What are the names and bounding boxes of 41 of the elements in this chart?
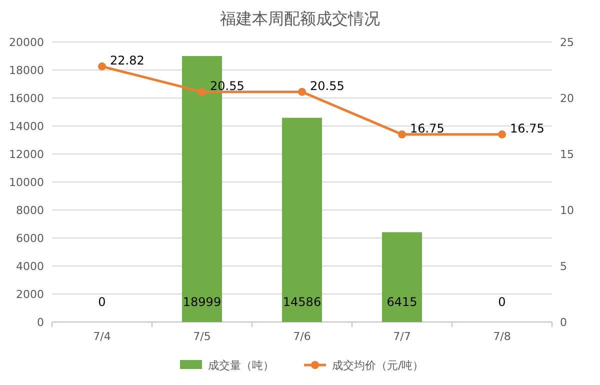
data-label: 16.75 [410,121,444,136]
data-label: 18999 [182,295,222,309]
y-tick-label: 10000 [9,176,44,189]
x-tick-label: 7/6 [293,330,311,343]
bar [282,118,322,322]
data-label: 14586 [282,295,322,309]
data-label: 6415 [386,295,418,309]
y2-tick-label: 20 [560,92,574,105]
x-tick-label: 7/4 [93,330,111,343]
point [298,88,306,96]
y-tick-label: 2000 [16,288,44,301]
y2-tick-label: 0 [560,316,567,329]
data-label: 20.55 [310,78,344,93]
data-label: 0 [98,295,106,309]
x-tick-label: 7/5 [193,330,211,343]
y-tick-label: 8000 [16,204,44,217]
y-tick-label: 14000 [9,120,44,133]
legend-label: 成交量（吨） [208,359,274,372]
point [398,130,406,138]
y2-tick-label: 25 [560,36,574,49]
point [198,88,206,96]
point [98,62,106,70]
x-tick-label: 7/7 [393,330,411,343]
y2-tick-label: 15 [560,148,574,161]
x-tick-label: 7/8 [493,330,511,343]
y2-tick-label: 5 [560,260,567,273]
y-tick-label: 16000 [9,92,44,105]
y-tick-label: 4000 [16,260,44,273]
chart-title: 福建本周配额成交情况 [220,9,380,28]
bar [382,232,422,322]
y-tick-label: 20000 [9,36,44,49]
legend-label: 成交均价（元/吨） [332,359,424,372]
y2-tick-label: 10 [560,204,574,217]
y-tick-label: 12000 [9,148,44,161]
data-label: 16.75 [510,121,544,136]
data-label: 0 [498,295,506,309]
y-tick-label: 0 [37,316,44,329]
data-label: 22.82 [110,53,144,68]
y-tick-label: 6000 [16,232,44,245]
y-tick-label: 18000 [9,64,44,77]
point [498,130,506,138]
